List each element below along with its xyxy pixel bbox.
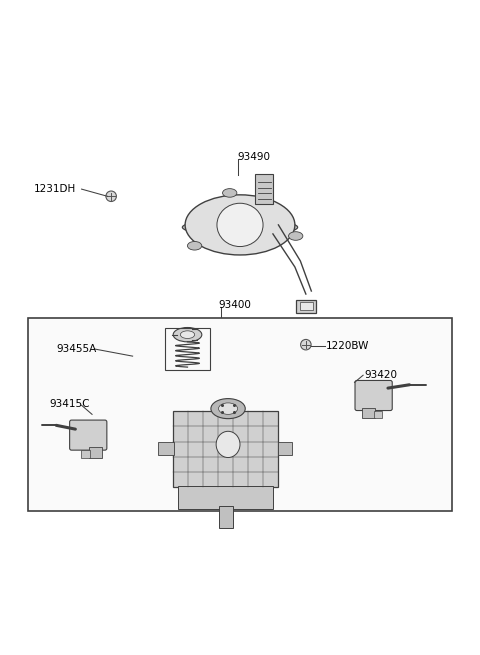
FancyBboxPatch shape xyxy=(70,420,107,450)
Bar xyxy=(81,450,90,458)
Ellipse shape xyxy=(288,232,303,240)
FancyBboxPatch shape xyxy=(355,381,392,411)
Bar xyxy=(255,174,273,204)
Text: 93420: 93420 xyxy=(364,370,397,380)
Bar xyxy=(300,301,312,310)
Ellipse shape xyxy=(173,328,202,342)
Text: 1231DH: 1231DH xyxy=(34,184,76,194)
Text: 1220BW: 1220BW xyxy=(326,341,369,350)
Text: 93490: 93490 xyxy=(238,152,271,162)
Circle shape xyxy=(300,339,311,350)
Circle shape xyxy=(106,191,116,202)
Ellipse shape xyxy=(218,403,238,415)
Bar xyxy=(89,447,102,458)
Ellipse shape xyxy=(216,431,240,458)
Bar xyxy=(218,506,233,528)
Bar xyxy=(173,411,278,487)
Text: 93415C: 93415C xyxy=(49,399,90,409)
Bar xyxy=(297,300,316,314)
Bar xyxy=(165,328,210,371)
Bar xyxy=(278,441,292,455)
Bar xyxy=(178,486,274,509)
Bar xyxy=(28,318,452,512)
Ellipse shape xyxy=(180,331,195,339)
Ellipse shape xyxy=(223,189,237,197)
Text: 93455A: 93455A xyxy=(56,344,96,354)
Bar xyxy=(362,407,375,418)
Bar xyxy=(158,441,174,455)
Text: 93400: 93400 xyxy=(218,299,252,310)
Ellipse shape xyxy=(187,242,202,250)
Ellipse shape xyxy=(211,399,245,419)
Ellipse shape xyxy=(217,203,263,246)
Ellipse shape xyxy=(185,195,295,255)
Bar xyxy=(373,411,382,418)
Ellipse shape xyxy=(182,219,298,236)
